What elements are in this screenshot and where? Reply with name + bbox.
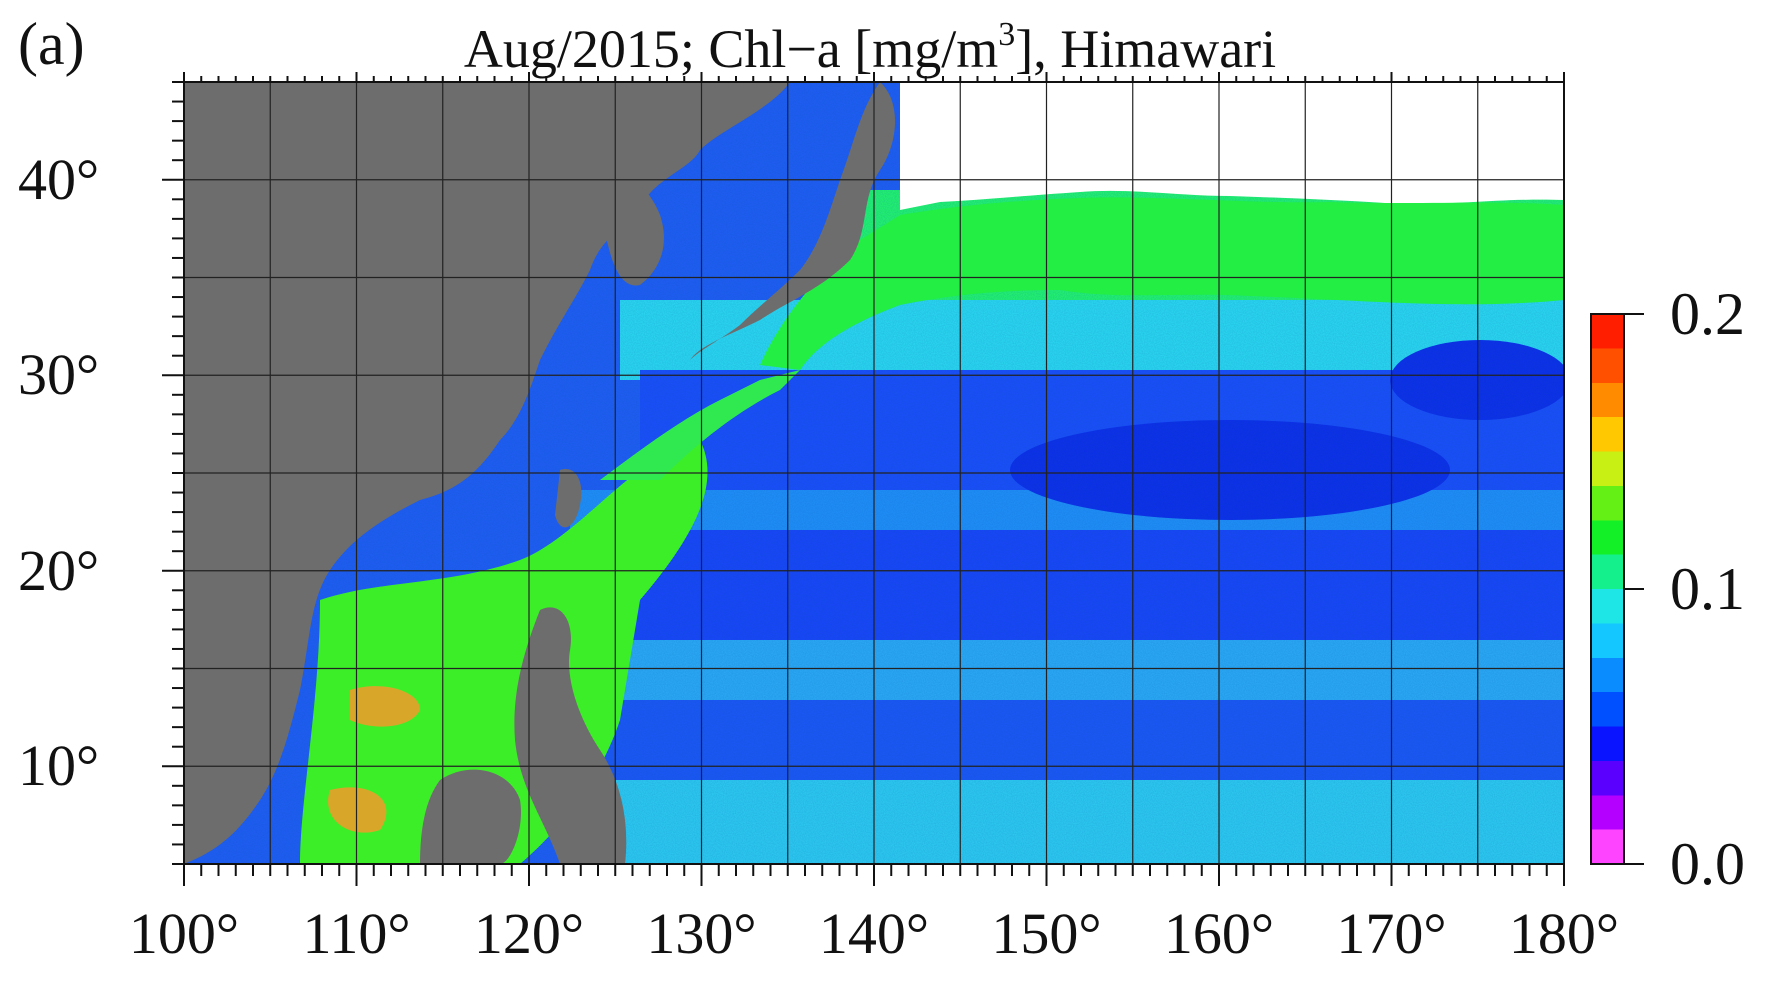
lon-tick-label: 180° <box>1508 901 1620 966</box>
colorbar-tick-label: 0.1 <box>1670 556 1745 622</box>
lon-tick-label: 100° <box>128 901 240 966</box>
coastal-orange-patches <box>209 686 420 833</box>
lat-tick-label: 20° <box>18 537 100 603</box>
lon-tick-label: 120° <box>473 901 585 966</box>
philippines <box>514 607 627 864</box>
map-tick-marks <box>162 72 1565 886</box>
lon-tick-label: 130° <box>646 901 757 966</box>
title-suffix: ], Himawari <box>1015 19 1277 79</box>
panel-label: (a) <box>18 11 85 77</box>
figure-title: Aug/2015; Chl−a [mg/m3], Himawari <box>180 16 1560 79</box>
colorbar-ticks <box>1624 313 1644 865</box>
taiwan <box>555 469 582 528</box>
coastal-green-south-china-sea <box>300 440 708 864</box>
korean-peninsula <box>605 177 664 286</box>
lat-tick-label: 30° <box>18 342 100 408</box>
borneo <box>420 769 521 864</box>
lon-tick-label: 110° <box>302 901 411 966</box>
title-prefix: Aug/2015; Chl−a [mg/m <box>463 19 999 79</box>
lon-tick-label: 160° <box>1163 901 1275 966</box>
map-gridlines <box>184 82 1564 864</box>
colorbar-tick-label: 0.0 <box>1670 831 1745 897</box>
title-superscript: 3 <box>998 16 1016 53</box>
kuroshio-green-band <box>760 197 1564 370</box>
lon-tick-label: 140° <box>818 901 930 966</box>
lat-tick-label: 40° <box>18 146 100 212</box>
lat-tick-label: 10° <box>18 733 100 799</box>
lon-tick-label: 170° <box>1336 901 1447 966</box>
east-china-sea-green <box>600 370 800 480</box>
colorbar-tick-label: 0.2 <box>1670 281 1745 347</box>
lon-tick-label: 150° <box>991 901 1102 966</box>
colorbar-ramp <box>1590 313 1625 865</box>
